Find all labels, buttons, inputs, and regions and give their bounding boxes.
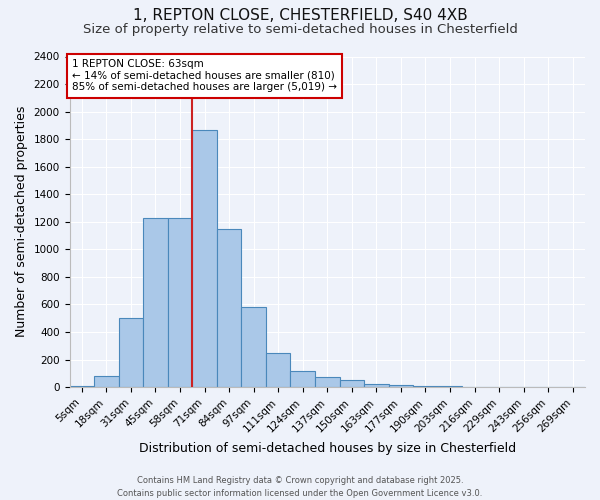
Bar: [315, 377, 340, 387]
Bar: [364, 384, 389, 387]
Bar: [241, 307, 266, 387]
Bar: [168, 218, 192, 387]
Bar: [192, 130, 217, 387]
Bar: [290, 370, 315, 387]
Text: Contains HM Land Registry data © Crown copyright and database right 2025.
Contai: Contains HM Land Registry data © Crown c…: [118, 476, 482, 498]
Bar: [389, 385, 413, 387]
Bar: [340, 380, 364, 387]
Bar: [217, 228, 241, 387]
Bar: [438, 386, 462, 387]
Bar: [143, 218, 168, 387]
Y-axis label: Number of semi-detached properties: Number of semi-detached properties: [15, 106, 28, 338]
Text: Size of property relative to semi-detached houses in Chesterfield: Size of property relative to semi-detach…: [83, 22, 517, 36]
X-axis label: Distribution of semi-detached houses by size in Chesterfield: Distribution of semi-detached houses by …: [139, 442, 516, 455]
Bar: [119, 318, 143, 387]
Bar: [70, 386, 94, 387]
Bar: [413, 386, 438, 387]
Bar: [94, 376, 119, 387]
Text: 1, REPTON CLOSE, CHESTERFIELD, S40 4XB: 1, REPTON CLOSE, CHESTERFIELD, S40 4XB: [133, 8, 467, 22]
Bar: [266, 354, 290, 387]
Text: 1 REPTON CLOSE: 63sqm
← 14% of semi-detached houses are smaller (810)
85% of sem: 1 REPTON CLOSE: 63sqm ← 14% of semi-deta…: [72, 60, 337, 92]
